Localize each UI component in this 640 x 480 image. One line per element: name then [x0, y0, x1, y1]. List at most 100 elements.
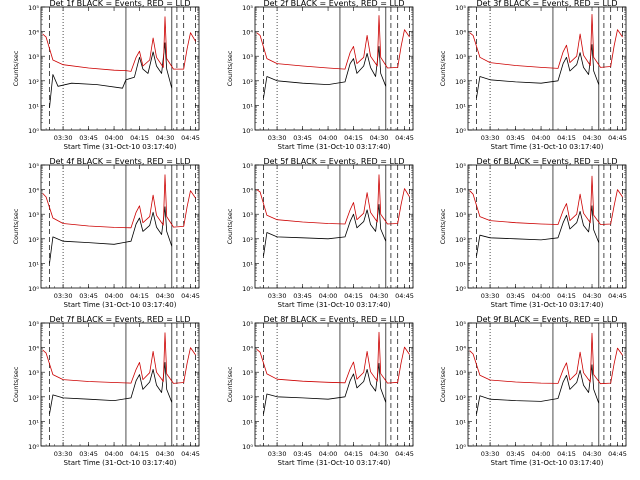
x-tick-label: 04:30 [583, 450, 602, 458]
x-tick-label: 03:30 [481, 292, 500, 300]
y-tick-label: 10⁴ [28, 345, 39, 353]
chart-title: Det 6f BLACK = Events, RED = LLD [476, 157, 617, 166]
x-tick-label: 04:15 [344, 450, 363, 458]
y-tick-label: 10² [242, 236, 253, 244]
x-tick-label: 04:15 [130, 450, 149, 458]
plot-frame [40, 6, 200, 131]
y-tick-label: 10³ [242, 53, 253, 61]
series-line-events [263, 362, 387, 415]
y-tick-label: 10⁰ [28, 285, 39, 293]
series-line-lld [42, 16, 196, 72]
series-line-events [49, 42, 173, 108]
y-tick-label: 10⁴ [455, 187, 466, 195]
chart-title: Det 9f BLACK = Events, RED = LLD [476, 315, 617, 324]
y-tick-label: 10¹ [28, 418, 39, 426]
x-tick-label: 04:30 [583, 292, 602, 300]
x-tick-label: 03:30 [268, 134, 287, 142]
x-tick-label: 04:45 [181, 292, 200, 300]
x-tick-label: 03:45 [293, 134, 312, 142]
x-axis-label: Start Time (31-Oct-10 03:17:40) [278, 301, 391, 309]
y-tick-label: 10¹ [242, 102, 253, 110]
y-axis-label: Counts/sec [439, 208, 447, 244]
series-line-events [476, 205, 600, 257]
chart-title: Det 4f BLACK = Events, RED = LLD [49, 157, 190, 166]
x-tick-label: 04:30 [583, 134, 602, 142]
chart-panel: Det 8f BLACK = Events, RED = LLD 10⁰ 10¹ 10… [226, 315, 414, 467]
x-tick-label: 04:00 [532, 450, 551, 458]
y-tick-label: 10⁰ [28, 443, 39, 451]
y-tick-label: 10⁴ [455, 29, 466, 37]
x-tick-label: 04:30 [156, 450, 175, 458]
x-tick-label: 03:30 [268, 292, 287, 300]
x-tick-label: 04:00 [105, 134, 124, 142]
x-tick-label: 04:00 [532, 292, 551, 300]
series-line-events [476, 364, 600, 415]
x-tick-label: 03:30 [481, 134, 500, 142]
y-tick-label: 10⁵ [242, 4, 253, 12]
x-axis-label: Start Time (31-Oct-10 03:17:40) [64, 301, 177, 309]
x-tick-label: 04:45 [395, 450, 414, 458]
series-line-lld [469, 175, 623, 225]
x-tick-label: 04:30 [370, 450, 389, 458]
series-line-lld [469, 13, 623, 69]
x-tick-label: 04:15 [557, 292, 576, 300]
y-axis-label: Counts/sec [12, 366, 20, 402]
x-tick-label: 04:00 [105, 450, 124, 458]
y-tick-label: 10³ [28, 53, 39, 61]
y-tick-label: 10¹ [455, 418, 466, 426]
y-tick-label: 10⁴ [455, 345, 466, 353]
y-tick-label: 10² [455, 394, 466, 402]
series-line-lld [256, 174, 410, 225]
x-axis-label: Start Time (31-Oct-10 03:17:40) [491, 459, 604, 467]
y-tick-label: 10⁵ [28, 162, 39, 170]
x-tick-label: 04:00 [319, 134, 338, 142]
plot-frame [254, 6, 414, 131]
y-axis-label: Counts/sec [226, 50, 234, 86]
y-tick-label: 10² [242, 78, 253, 86]
y-tick-label: 10⁵ [455, 162, 466, 170]
x-tick-label: 03:30 [54, 134, 73, 142]
y-tick-label: 10⁰ [28, 127, 39, 135]
x-tick-label: 04:15 [557, 450, 576, 458]
x-tick-label: 04:45 [395, 292, 414, 300]
chart-panel: Det 9f BLACK = Events, RED = LLD 10⁰ 10¹ 10… [439, 315, 627, 467]
x-tick-label: 04:00 [319, 292, 338, 300]
x-axis-label: Start Time (31-Oct-10 03:17:40) [64, 143, 177, 151]
x-axis-label: Start Time (31-Oct-10 03:17:40) [491, 301, 604, 309]
series-line-lld [42, 332, 196, 384]
y-tick-label: 10¹ [28, 102, 39, 110]
y-tick-label: 10¹ [455, 102, 466, 110]
plot-frame [40, 164, 200, 289]
y-tick-label: 10¹ [242, 418, 253, 426]
x-tick-label: 04:00 [319, 450, 338, 458]
chart-panel: Det 4f BLACK = Events, RED = LLD 10⁰ 10¹ 10… [12, 157, 200, 309]
x-tick-label: 04:15 [344, 134, 363, 142]
y-axis-label: Counts/sec [439, 366, 447, 402]
y-axis-label: Counts/sec [12, 208, 20, 244]
chart-panel: Det 6f BLACK = Events, RED = LLD 10⁰ 10¹ 10… [439, 157, 627, 309]
x-tick-label: 04:45 [181, 134, 200, 142]
y-tick-label: 10² [242, 394, 253, 402]
x-axis-label: Start Time (31-Oct-10 03:17:40) [491, 143, 604, 151]
x-tick-label: 03:30 [481, 450, 500, 458]
y-tick-label: 10⁰ [242, 443, 253, 451]
y-axis-label: Counts/sec [226, 208, 234, 244]
x-tick-label: 03:45 [293, 450, 312, 458]
plot-frame [467, 322, 627, 447]
y-tick-label: 10³ [242, 369, 253, 377]
y-tick-label: 10³ [242, 211, 253, 219]
y-tick-label: 10⁴ [28, 29, 39, 37]
x-axis-label: Start Time (31-Oct-10 03:17:40) [278, 143, 391, 151]
chart-title: Det 3f BLACK = Events, RED = LLD [476, 0, 617, 8]
chart-title: Det 5f BLACK = Events, RED = LLD [263, 157, 404, 166]
chart-panel: Det 5f BLACK = Events, RED = LLD 10⁰ 10¹ 10… [226, 157, 414, 309]
x-tick-label: 04:30 [156, 134, 175, 142]
y-tick-label: 10¹ [242, 260, 253, 268]
chart-panel: Det 2f BLACK = Events, RED = LLD 10⁰ 10¹ 10… [226, 0, 414, 151]
chart-panel: Det 1f BLACK = Events, RED = LLD 10⁰ 10¹ 10… [12, 0, 200, 151]
y-tick-label: 10⁰ [455, 285, 466, 293]
y-tick-label: 10² [455, 236, 466, 244]
plot-frame [467, 164, 627, 289]
x-tick-label: 04:30 [370, 134, 389, 142]
y-tick-label: 10⁴ [242, 345, 253, 353]
